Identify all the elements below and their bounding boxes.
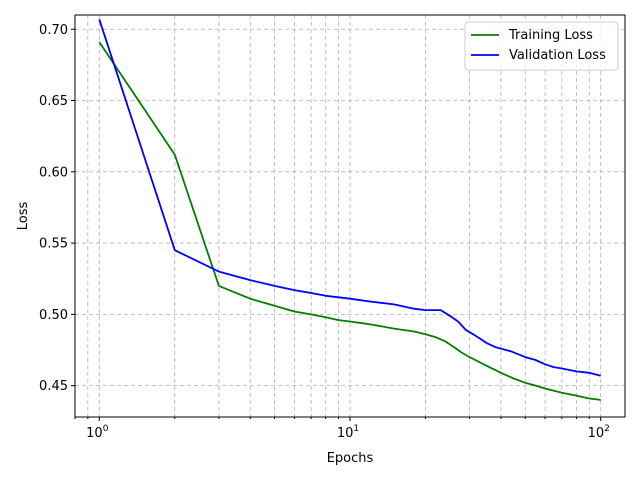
series-line-training-loss — [98, 41, 601, 401]
plot-frame — [74, 14, 626, 418]
legend-label-validation: Validation Loss — [509, 48, 606, 63]
legend-box — [464, 21, 619, 71]
y-tick-label: 0.70 — [39, 23, 68, 38]
series-line-validation-loss — [98, 19, 601, 377]
x-tick-label: 100 — [86, 424, 109, 441]
grid — [74, 15, 625, 417]
y-tick-label: 0.60 — [39, 165, 68, 180]
legend-label-training: Training Loss — [508, 28, 593, 43]
y-tick-label: 0.65 — [39, 94, 68, 109]
legend: Training Loss Validation Loss — [464, 21, 619, 71]
axis-ticks: 0.45 0.50 0.55 0.60 0.65 0.70 100 101 102 — [39, 23, 610, 441]
x-tick-label: 101 — [337, 424, 359, 441]
x-axis-label: Epochs — [327, 451, 374, 466]
series-lines — [98, 19, 601, 401]
y-tick-label: 0.55 — [39, 237, 68, 252]
y-tick-label: 0.50 — [39, 308, 68, 323]
y-tick-label: 0.45 — [39, 379, 68, 394]
y-axis-label: Loss — [16, 202, 31, 231]
x-tick-label: 102 — [588, 424, 610, 441]
